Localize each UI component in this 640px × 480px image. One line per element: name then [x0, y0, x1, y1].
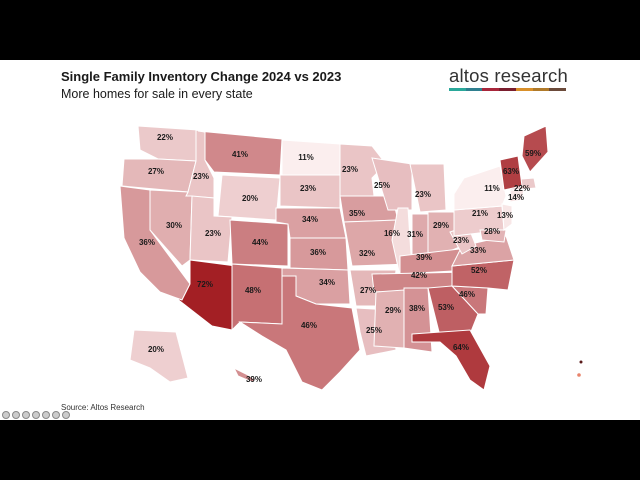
state-label-or: 27% — [148, 167, 164, 176]
state-label-ia: 35% — [349, 209, 365, 218]
slide: Single Family Inventory Change 2024 vs 2… — [0, 60, 640, 420]
state-wa — [137, 125, 199, 162]
state-vt — [499, 155, 523, 191]
state-label-ok: 34% — [319, 278, 335, 287]
state-label-tn: 42% — [411, 271, 427, 280]
state-label-wi: 25% — [374, 181, 390, 190]
state-label-vt: 63% — [503, 167, 519, 176]
state-label-la: 25% — [366, 326, 382, 335]
state-label-ne: 34% — [302, 215, 318, 224]
us-choropleth-map: 22%27%36%23%30%41%20%23%72%44%48%11%23%3… — [119, 125, 583, 391]
state-label-ga: 53% — [438, 303, 454, 312]
state-nj — [501, 203, 513, 231]
state-label-ma: 22% — [514, 184, 530, 193]
state-label-id: 23% — [193, 172, 209, 181]
settings-icon[interactable] — [52, 411, 60, 419]
zoom-out-icon[interactable] — [2, 411, 10, 419]
state-label-ny: 11% — [484, 184, 500, 193]
state-label-ca: 36% — [139, 238, 155, 247]
state-label-ky: 39% — [416, 253, 432, 262]
state-label-in: 31% — [407, 230, 423, 239]
brand-name: altos research — [449, 65, 568, 86]
state-label-wa: 22% — [157, 133, 173, 142]
state-label-sd: 23% — [300, 184, 316, 193]
search-icon[interactable] — [22, 411, 30, 419]
viewer-toolbar — [0, 410, 70, 420]
state-label-wy: 20% — [242, 194, 258, 203]
state-label-ak: 20% — [148, 345, 164, 354]
pen-icon[interactable] — [12, 411, 20, 419]
state-nm — [231, 263, 283, 332]
state-label-fl: 64% — [453, 343, 469, 352]
brand-color-bar — [449, 88, 567, 91]
state-label-nm: 48% — [245, 286, 261, 295]
state-label-mo: 32% — [359, 249, 375, 258]
camera-icon[interactable] — [42, 411, 50, 419]
state-label-ar: 27% — [360, 286, 376, 295]
state-ms — [373, 289, 405, 349]
state-label-va: 33% — [470, 246, 486, 255]
state-me — [521, 125, 549, 173]
state-label-az: 72% — [197, 280, 213, 289]
state-tx — [238, 275, 361, 391]
state-az — [175, 259, 237, 331]
state-label-nd: 11% — [298, 153, 314, 162]
territory-marker — [577, 373, 581, 377]
state-label-ms: 29% — [385, 306, 401, 315]
state-label-oh: 29% — [433, 221, 449, 230]
state-ct — [509, 189, 525, 203]
state-label-al: 38% — [409, 304, 425, 313]
state-label-nc: 52% — [471, 266, 487, 275]
state-wi — [371, 157, 413, 211]
state-label-pa: 21% — [472, 209, 488, 218]
source-note: Source: Altos Research — [61, 403, 145, 412]
state-label-md: 28% — [484, 227, 500, 236]
state-label-sc: 46% — [459, 290, 475, 299]
state-label-hi: 39% — [246, 375, 262, 384]
state-label-ut: 23% — [205, 229, 221, 238]
brand-logo: altos research — [449, 65, 568, 91]
state-mt — [197, 130, 283, 176]
state-mi — [409, 163, 447, 213]
state-label-mn: 23% — [342, 165, 358, 174]
state-ak — [129, 329, 189, 383]
state-hi — [232, 366, 258, 383]
state-label-tx: 46% — [301, 321, 317, 330]
state-label-ct: 14% — [508, 193, 524, 202]
state-ga — [427, 285, 479, 337]
state-label-ks: 36% — [310, 248, 326, 257]
state-co — [229, 219, 289, 267]
territory-marker — [579, 360, 583, 364]
state-label-mi: 23% — [415, 190, 431, 199]
more-icon[interactable] — [62, 411, 70, 419]
chart-title: Single Family Inventory Change 2024 vs 2… — [61, 69, 342, 84]
state-label-me: 59% — [525, 149, 541, 158]
state-label-il: 16% — [384, 229, 400, 238]
chart-subtitle: More homes for sale in every state — [61, 87, 253, 101]
state-label-co: 44% — [252, 238, 268, 247]
state-fl — [411, 329, 491, 391]
state-label-nv: 30% — [166, 221, 182, 230]
state-label-nj: 13% — [497, 211, 513, 220]
state-label-wv: 23% — [453, 236, 469, 245]
slides-icon[interactable] — [32, 411, 40, 419]
state-label-mt: 41% — [232, 150, 248, 159]
state-md — [479, 229, 507, 243]
